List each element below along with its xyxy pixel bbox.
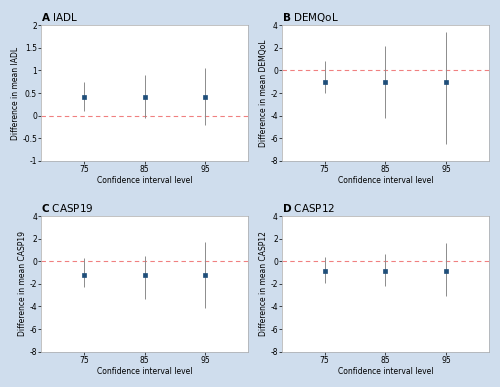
Text: $\mathbf{A}$ IADL: $\mathbf{A}$ IADL [41,11,78,23]
X-axis label: Confidence interval level: Confidence interval level [97,367,192,376]
Text: $\mathbf{D}$ CASP12: $\mathbf{D}$ CASP12 [282,202,336,214]
X-axis label: Confidence interval level: Confidence interval level [97,176,192,185]
Y-axis label: Difference in mean IADL: Difference in mean IADL [11,46,20,140]
Text: $\mathbf{B}$ DEMQoL: $\mathbf{B}$ DEMQoL [282,11,339,24]
Y-axis label: Difference in mean CASP19: Difference in mean CASP19 [18,231,28,336]
Text: $\mathbf{C}$ CASP19: $\mathbf{C}$ CASP19 [41,202,94,214]
X-axis label: Confidence interval level: Confidence interval level [338,367,433,376]
Y-axis label: Difference in mean DEMQoL: Difference in mean DEMQoL [259,39,268,147]
X-axis label: Confidence interval level: Confidence interval level [338,176,433,185]
Y-axis label: Difference in mean CASP12: Difference in mean CASP12 [259,231,268,336]
